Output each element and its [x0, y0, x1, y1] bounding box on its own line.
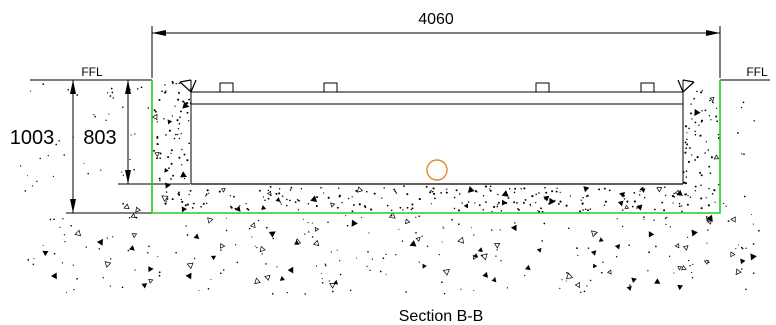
edge-angle-left — [179, 79, 197, 94]
edge-angle-right — [677, 79, 695, 94]
cover-supports — [219, 82, 655, 93]
ffl-label-right: FFL — [746, 65, 768, 79]
concrete-hatching — [19, 80, 760, 295]
depth-inner-label: 803 — [83, 127, 116, 149]
width-dimension — [151, 26, 721, 78]
depth-total-label: 1003 — [10, 127, 55, 149]
ffl-label-left: FFL — [81, 65, 103, 79]
width-dimension-label: 4060 — [418, 11, 454, 28]
depth-total-dimension — [66, 80, 152, 214]
excavation-outline — [151, 80, 721, 214]
section-caption: Section B-B — [399, 308, 483, 325]
pit-cavity — [191, 80, 683, 184]
depth-inner-dimension — [118, 80, 190, 185]
drain-pipe-icon — [426, 159, 448, 181]
